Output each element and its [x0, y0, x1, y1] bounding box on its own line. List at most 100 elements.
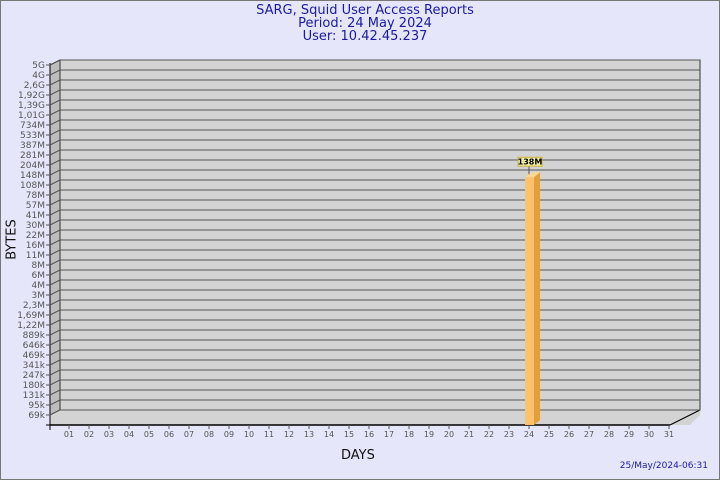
y-tick-label: 5G [32, 61, 45, 71]
y-tick-label: 180k [23, 381, 46, 391]
y-tick-label: 11M [26, 251, 45, 261]
report-timestamp: 25/May/2024-06:31 [619, 461, 708, 471]
plot-left-wall [49, 59, 61, 416]
grid-wall-line [49, 119, 61, 126]
plot-back-wall [59, 59, 701, 411]
grid-wall-line [49, 149, 61, 156]
y-tick-label: 1,01G [18, 111, 45, 121]
grid-wall-line [49, 409, 61, 416]
y-tick-label: 469k [23, 351, 46, 361]
bar-top [525, 172, 540, 178]
chart-user: User: 10.42.45.237 [302, 29, 428, 44]
x-tick-label: 28 [604, 430, 614, 439]
x-axis-corner [669, 409, 701, 426]
grid-wall-line [49, 59, 61, 66]
plot-floor [50, 410, 700, 425]
grid-wall-line [49, 139, 61, 146]
grid-wall-line [49, 359, 61, 366]
y-tick-label: 533M [20, 131, 45, 141]
y-axis-title: BYTES [4, 219, 20, 260]
x-tick-label: 20 [444, 430, 454, 439]
grid-wall-line [49, 69, 61, 76]
grid-wall-line [49, 89, 61, 96]
grid-wall-line [49, 289, 61, 296]
x-axis-title: DAYS [341, 448, 375, 463]
y-tick-label: 1,22M [17, 321, 45, 331]
y-tick-label: 2,3M [23, 301, 45, 311]
y-tick-label: 1,69M [17, 311, 45, 321]
x-tick-label: 24 [524, 430, 534, 439]
y-tick-label: 281M [20, 151, 45, 161]
y-tick-label: 387M [20, 141, 45, 151]
grid-wall-line [49, 109, 61, 116]
y-tick-label: 6M [32, 271, 46, 281]
x-tick-label: 31 [664, 430, 674, 439]
x-tick-label: 23 [504, 430, 514, 439]
x-tick-label: 06 [164, 430, 174, 439]
y-tick-label: 30M [26, 221, 45, 231]
grid-wall-line [49, 229, 61, 236]
x-tick-label: 01 [64, 430, 74, 439]
chart-title: SARG, Squid User Access Reports [256, 3, 474, 18]
x-tick-label: 27 [584, 430, 594, 439]
x-tick-label: 15 [344, 430, 354, 439]
x-tick-label: 14 [324, 430, 334, 439]
bar-side [534, 172, 540, 425]
y-tick-label: 734M [20, 121, 45, 131]
y-tick-label: 108M [20, 181, 45, 191]
grid-wall-line [49, 379, 61, 386]
y-tick-label: 646k [23, 341, 46, 351]
y-tick-label: 889k [23, 331, 46, 341]
x-tick-label: 29 [624, 430, 634, 439]
y-tick-label: 78M [26, 191, 45, 201]
y-tick-label: 131k [23, 391, 46, 401]
grid-wall-line [49, 189, 61, 196]
bar-label-box [517, 156, 543, 167]
grid-wall-line [49, 129, 61, 136]
y-tick-label: 22M [26, 231, 45, 241]
grid-wall-line [49, 249, 61, 256]
x-tick-label: 09 [224, 430, 234, 439]
grid-wall-line [49, 219, 61, 226]
y-tick-label: 1,92G [18, 91, 45, 101]
y-tick-label: 4G [32, 71, 45, 81]
bar-value-label: 138M [518, 158, 543, 167]
y-tick-label: 148M [20, 171, 45, 181]
x-tick-label: 11 [264, 430, 274, 439]
x-tick-label: 22 [484, 430, 494, 439]
x-tick-label: 07 [184, 430, 194, 439]
grid-wall-line [49, 369, 61, 376]
x-tick-label: 26 [564, 430, 574, 439]
x-tick-label: 16 [364, 430, 374, 439]
grid-wall-line [49, 199, 61, 206]
x-tick-label: 10 [244, 430, 254, 439]
y-tick-label: 8M [32, 261, 46, 271]
grid-wall-line [49, 259, 61, 266]
grid-wall-line [49, 269, 61, 276]
x-tick-label: 08 [204, 430, 214, 439]
grid-wall-line [49, 159, 61, 166]
grid-wall-line [49, 99, 61, 106]
x-tick-label: 19 [424, 430, 434, 439]
grid-wall-line [49, 279, 61, 286]
grid-wall-line [49, 329, 61, 336]
y-tick-label: 41M [26, 211, 45, 221]
x-tick-label: 25 [544, 430, 554, 439]
y-tick-label: 4M [32, 281, 46, 291]
y-tick-label: 16M [26, 241, 45, 251]
y-tick-label: 1,39G [18, 101, 45, 111]
grid-wall-line [49, 179, 61, 186]
grid-wall-line [49, 299, 61, 306]
y-tick-label: 2,6G [24, 81, 45, 91]
y-tick-label: 204M [20, 161, 45, 171]
chart-period: Period: 24 May 2024 [298, 16, 432, 31]
grid-wall-line [49, 339, 61, 346]
x-tick-label: 21 [464, 430, 474, 439]
grid-wall-line [49, 319, 61, 326]
x-tick-label: 18 [404, 430, 414, 439]
grid-wall-line [49, 79, 61, 86]
x-tick-label: 30 [644, 430, 654, 439]
y-tick-label: 341k [23, 361, 46, 371]
y-tick-label: 3M [32, 291, 46, 301]
